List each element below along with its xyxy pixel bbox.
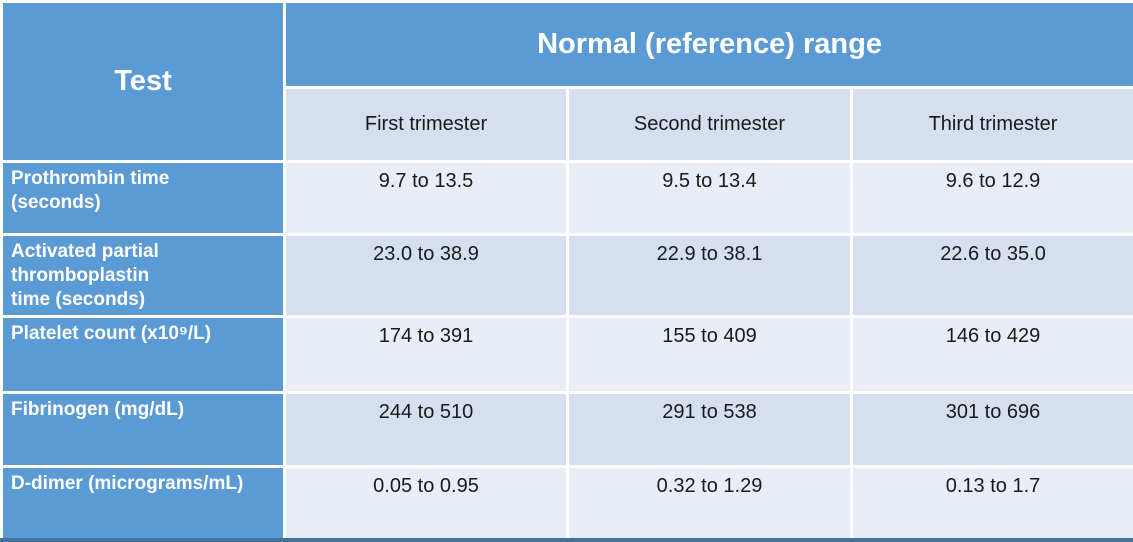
column-header-second-trimester: Second trimester: [566, 86, 853, 163]
normal-range-group-header: Normal (reference) range: [282, 0, 1133, 89]
value-cell: 9.6 to 12.9: [849, 160, 1133, 236]
value-cell: 174 to 391: [283, 315, 569, 395]
column-header-first-trimester: First trimester: [283, 86, 569, 163]
test-column-header: Test: [0, 0, 286, 163]
value-cell: 0.32 to 1.29: [566, 465, 853, 542]
value-cell: 22.6 to 35.0: [849, 232, 1133, 319]
value-cell: 146 to 429: [849, 315, 1133, 395]
value-cell: 22.9 to 38.1: [566, 232, 853, 319]
row-header-activated-partial-thromboplastin-time: Activated partial thromboplastin time (s…: [0, 232, 286, 319]
table-row-fibrinogen: Fibrinogen (mg/dL) 244 to 510 291 to 538…: [0, 391, 1133, 469]
row-header-d-dimer: D-dimer (micrograms/mL): [0, 465, 286, 542]
row-header-prothrombin-time: Prothrombin time (seconds): [0, 160, 286, 236]
value-cell: 9.5 to 13.4: [566, 160, 853, 236]
value-cell: 9.7 to 13.5: [283, 160, 569, 236]
value-cell: 291 to 538: [566, 391, 853, 469]
value-cell: 301 to 696: [849, 391, 1133, 469]
value-cell: 23.0 to 38.9: [283, 232, 569, 319]
value-cell: 0.05 to 0.95: [283, 465, 569, 542]
header-row: Test Normal (reference) range: [0, 0, 1133, 163]
table-row-d-dimer: D-dimer (micrograms/mL) 0.05 to 0.95 0.3…: [0, 465, 1133, 542]
table-row-platelet-count: Platelet count (x10⁹/L) 174 to 391 155 t…: [0, 315, 1133, 395]
value-cell: 155 to 409: [566, 315, 853, 395]
value-cell: 244 to 510: [283, 391, 569, 469]
row-header-platelet-count: Platelet count (x10⁹/L): [0, 315, 286, 395]
table-row-prothrombin-time: Prothrombin time (seconds) 9.7 to 13.5 9…: [0, 160, 1133, 236]
value-cell: 0.13 to 1.7: [849, 465, 1133, 542]
table-row-activated-partial-thromboplastin-time: Activated partial thromboplastin time (s…: [0, 232, 1133, 319]
row-header-fibrinogen: Fibrinogen (mg/dL): [0, 391, 286, 469]
column-header-third-trimester: Third trimester: [849, 86, 1133, 163]
trimester-header-row: First trimester Second trimester Third t…: [2, 86, 1133, 163]
